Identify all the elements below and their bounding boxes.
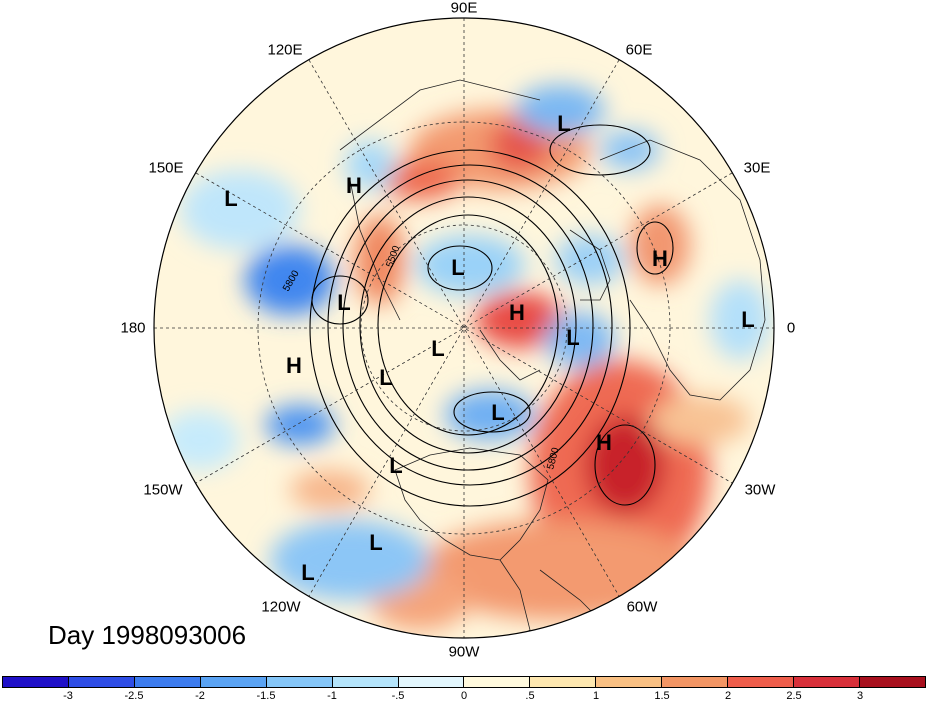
high-pressure-label: H bbox=[596, 430, 612, 455]
colorbar-swatch bbox=[266, 677, 333, 687]
lon-label-90w: 90W bbox=[448, 643, 480, 661]
colorbar-swatch bbox=[398, 677, 465, 687]
lon-label-150e: 150E bbox=[148, 159, 184, 177]
colorbar-swatch bbox=[200, 677, 267, 687]
high-pressure-label: H bbox=[652, 246, 668, 271]
colorbar-swatch bbox=[134, 677, 201, 687]
map-title: Day 1998093006 bbox=[48, 620, 247, 650]
polar-stereographic-map: 5500 5800 5800 bbox=[153, 17, 775, 639]
high-pressure-label: H bbox=[286, 353, 302, 378]
colorbar-tick-label: -2.5 bbox=[124, 690, 144, 702]
colorbar-swatch bbox=[3, 677, 69, 687]
colorbar-tick-label: -.5 bbox=[391, 690, 405, 702]
colorbar bbox=[2, 676, 926, 688]
colorbar-tick-label: -2 bbox=[195, 690, 205, 702]
lon-label-120w: 120W bbox=[261, 598, 301, 616]
low-pressure-label: L bbox=[451, 255, 465, 280]
colorbar-tick-label: 2.5 bbox=[786, 690, 802, 702]
colorbar-swatch bbox=[530, 677, 597, 687]
colorbar-swatch bbox=[859, 677, 925, 687]
colorbar-tick-label: 3 bbox=[856, 690, 864, 702]
colorbar-swatch bbox=[68, 677, 135, 687]
colorbar-tick-label: .5 bbox=[525, 690, 535, 702]
low-pressure-label: L bbox=[301, 560, 315, 585]
lon-label-30w: 30W bbox=[744, 481, 776, 499]
lon-label-90e: 90E bbox=[450, 0, 478, 17]
colorbar-swatch bbox=[464, 677, 531, 687]
high-pressure-label: H bbox=[509, 300, 525, 325]
colorbar-tick-label: 1.5 bbox=[654, 690, 670, 702]
map-boundary bbox=[153, 17, 775, 639]
low-pressure-label: L bbox=[491, 400, 505, 425]
low-pressure-label: L bbox=[224, 186, 238, 211]
colorbar-swatch bbox=[596, 677, 663, 687]
colorbar-tick-label: -1.5 bbox=[256, 690, 276, 702]
colorbar-swatch bbox=[794, 677, 860, 687]
colorbar-tick-label: 0 bbox=[460, 690, 468, 702]
low-pressure-label: L bbox=[557, 111, 571, 136]
low-pressure-label: L bbox=[369, 530, 383, 555]
low-pressure-label: L bbox=[566, 325, 580, 350]
lon-label-120e: 120E bbox=[267, 41, 303, 59]
low-pressure-label: L bbox=[379, 365, 393, 390]
colorbar-swatch bbox=[332, 677, 399, 687]
lon-label-0: 0 bbox=[786, 319, 796, 337]
lon-label-30e: 30E bbox=[743, 159, 771, 177]
colorbar-tick-label: -3 bbox=[63, 690, 73, 702]
low-pressure-label: L bbox=[337, 290, 351, 315]
lon-label-60w: 60W bbox=[626, 598, 658, 616]
colorbar-tick-label: -1 bbox=[327, 690, 337, 702]
low-pressure-label: L bbox=[431, 336, 445, 361]
lon-label-150w: 150W bbox=[143, 481, 183, 499]
colorbar-tick-label: 1 bbox=[592, 690, 600, 702]
low-pressure-label: L bbox=[389, 453, 403, 478]
high-pressure-label: H bbox=[346, 173, 362, 198]
lon-label-60e: 60E bbox=[625, 41, 653, 59]
lon-label-180: 180 bbox=[120, 319, 146, 337]
colorbar-ticks: -3 -2.5 -2 -1.5 -1 -.5 0 .5 1 1.5 2 2.5 3 bbox=[2, 690, 926, 702]
colorbar-swatch bbox=[728, 677, 795, 687]
anomaly-field bbox=[154, 18, 774, 638]
colorbar-tick-label: 2 bbox=[724, 690, 732, 702]
colorbar-swatch bbox=[662, 677, 729, 687]
graticule bbox=[154, 18, 774, 638]
low-pressure-label: L bbox=[741, 307, 755, 332]
